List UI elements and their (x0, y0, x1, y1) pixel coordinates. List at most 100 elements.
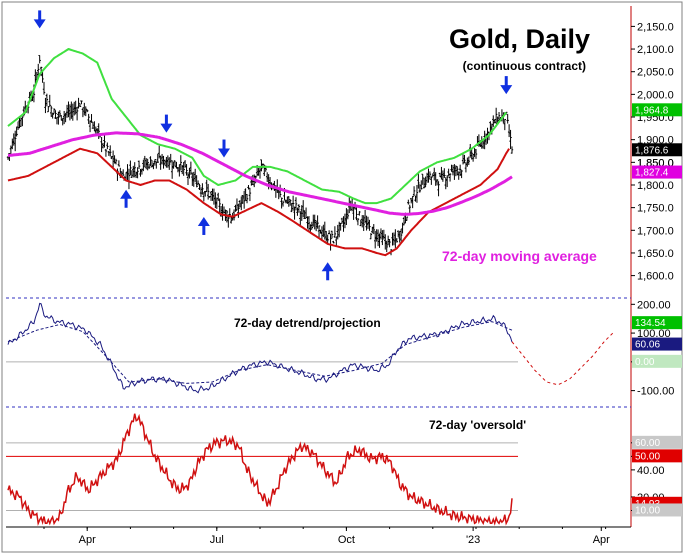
tag-background (632, 103, 682, 117)
x-tick-label: Oct (338, 534, 355, 546)
price-bar (133, 162, 136, 178)
down-arrow-icon (500, 76, 513, 95)
detrend-value-tag: 134.54 (632, 316, 682, 330)
chart-subtitle: (continuous contract) (463, 59, 586, 73)
price-bar (456, 166, 459, 176)
price-bar (509, 129, 512, 150)
price-bar (460, 170, 463, 179)
price-bar (333, 226, 337, 238)
price-bar (494, 107, 498, 124)
price-bar (47, 106, 50, 113)
price-bar (310, 221, 314, 230)
tag-label: 1,964.8 (635, 105, 669, 116)
price-bar (77, 97, 80, 109)
arrow-head (321, 262, 334, 272)
tag-label: 1,876.6 (635, 145, 669, 156)
price-bar (87, 113, 90, 125)
oversold-value-tag: 60.00 (632, 435, 682, 449)
price-bar (42, 81, 46, 95)
down-arrow-icon (160, 114, 173, 133)
price-bar (278, 184, 282, 198)
arrow-head (160, 123, 173, 133)
price-bar (129, 160, 132, 176)
price-bar (52, 108, 56, 115)
tag-label: 1,827.4 (635, 168, 669, 179)
price-bar (51, 112, 54, 119)
price-bar (90, 114, 93, 123)
smoothed-line (7, 321, 513, 384)
price-bar (303, 210, 306, 219)
price-bar (248, 187, 252, 202)
arrow-head (218, 148, 230, 158)
tag-background (632, 316, 682, 330)
moving-average-label: 72-day moving average (442, 248, 597, 264)
price-bar (198, 183, 201, 190)
down-arrow-icon (33, 10, 46, 29)
price-bar (58, 110, 62, 117)
price-bar (503, 118, 506, 131)
price-bar (448, 173, 452, 182)
price-bar (510, 146, 514, 154)
price-bar (206, 183, 210, 200)
detrend-value-tag: 60.06 (632, 337, 682, 351)
price-bar (185, 164, 188, 176)
price-bar (405, 216, 409, 221)
tag-background (632, 143, 682, 157)
arrow-head (500, 85, 513, 95)
arrow-head (197, 216, 210, 226)
price-bar (443, 168, 446, 179)
price-bar (332, 240, 335, 244)
price-bar (474, 148, 478, 159)
price-bar (178, 164, 181, 177)
price-bar (86, 109, 89, 113)
72-day-moving-average-line (7, 131, 513, 216)
price-bar (289, 199, 292, 206)
price-bar (54, 110, 57, 119)
price-bar (146, 158, 149, 171)
price-bar (424, 176, 427, 188)
price-bar (355, 207, 358, 221)
price-bar (317, 225, 321, 239)
price-bar (38, 54, 41, 64)
price-bar (428, 171, 432, 179)
price-bar (104, 148, 108, 157)
oversold-tick-label: 40.00 (637, 465, 665, 477)
lower-envelope-line (7, 147, 510, 257)
price-bar (430, 176, 433, 185)
price-bar (149, 156, 152, 166)
price-bar (372, 224, 375, 235)
price-tick-label: 1,700.0 (637, 225, 674, 237)
price-bar (182, 161, 185, 176)
price-bar (75, 107, 79, 121)
price-bar (114, 158, 118, 165)
price-bar (201, 183, 204, 195)
price-tick-label: 2,100.0 (637, 44, 674, 56)
price-bar (407, 199, 410, 205)
price-bar (84, 106, 87, 117)
price-bar (50, 105, 53, 117)
tag-label: 60.06 (635, 340, 660, 351)
price-bar (280, 197, 283, 209)
price-bar (136, 167, 139, 179)
price-tick-label: 1,800.0 (637, 180, 674, 192)
price-bar (179, 155, 182, 170)
price-bar (156, 153, 159, 163)
price-bar (458, 164, 462, 177)
price-bar (356, 218, 360, 226)
price-bar (435, 179, 439, 186)
x-tick-label: Apr (593, 534, 610, 546)
price-value-tag: 1,876.6 (632, 143, 682, 157)
price-bar (415, 184, 419, 203)
price-bar (368, 219, 371, 231)
detrend-title: 72-day detrend/projection (234, 316, 381, 330)
price-tick-label: 1,650.0 (637, 248, 674, 260)
price-bar (330, 230, 334, 239)
upper-envelope-line (7, 48, 508, 205)
price-bar (385, 240, 388, 253)
price-bar (307, 216, 311, 231)
price-bar (78, 103, 82, 107)
price-bar (346, 209, 350, 220)
detrend-tick-label: 200.00 (637, 299, 671, 311)
price-bar (418, 184, 422, 193)
